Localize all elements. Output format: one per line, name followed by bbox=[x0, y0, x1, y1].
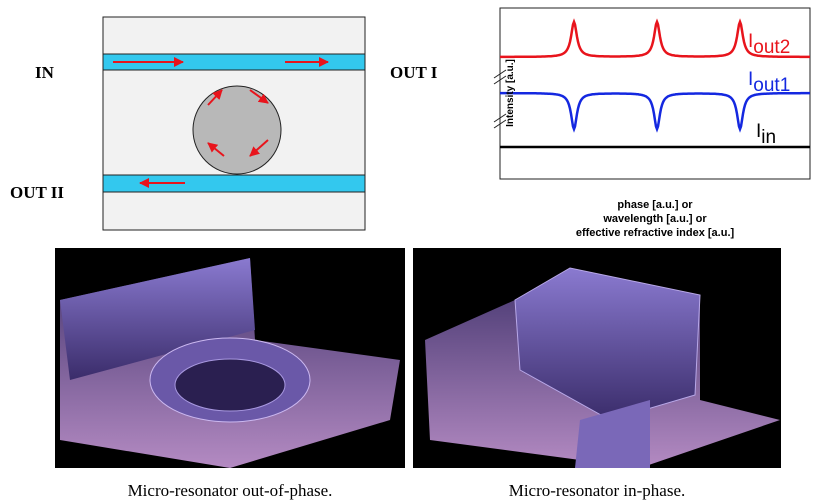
caption: Micro-resonator out-of-phase. bbox=[128, 481, 333, 500]
label-out2: OUT II bbox=[10, 183, 64, 202]
caption: Micro-resonator in-phase. bbox=[509, 481, 686, 500]
y-axis-label: Intensity [a.u.] bbox=[505, 59, 516, 127]
label-out1: OUT I bbox=[390, 63, 438, 82]
x-axis-line: effective refractive index [a.u.] bbox=[576, 227, 735, 239]
label-in: IN bbox=[35, 63, 55, 82]
render-left bbox=[55, 248, 405, 468]
x-axis-label: phase [a.u.] or wavelength [a.u.] or eff… bbox=[576, 199, 735, 239]
x-axis-line: phase [a.u.] or bbox=[617, 199, 693, 211]
render-right bbox=[413, 248, 781, 468]
spectrum-plot: Intensity [a.u.] Iout2 Iout1 Iin phase [… bbox=[494, 8, 810, 239]
ring bbox=[193, 86, 281, 174]
figure: IN OUT I OUT II Intensity [a.u.] Iout2 I… bbox=[0, 0, 816, 503]
resonator-diagram: IN OUT I OUT II bbox=[10, 17, 438, 230]
x-axis-line: wavelength [a.u.] or bbox=[602, 213, 707, 225]
